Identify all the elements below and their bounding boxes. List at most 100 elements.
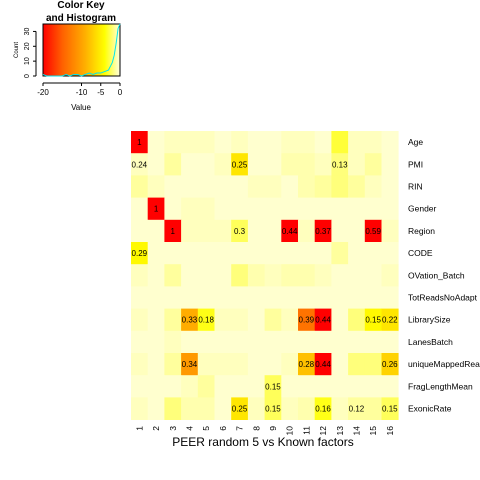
heatmap-cell bbox=[364, 397, 382, 420]
heatmap-cell-label: 0.37 bbox=[315, 227, 331, 236]
heatmap-cell bbox=[331, 197, 349, 221]
heatmap-cell bbox=[314, 286, 332, 309]
heatmap-cell bbox=[264, 219, 282, 243]
heatmap-cell bbox=[364, 286, 382, 309]
heatmap-cell bbox=[381, 153, 399, 176]
heatmap-cell bbox=[214, 308, 232, 332]
heatmap-cell bbox=[147, 330, 165, 354]
heatmap-cell-label: 0.25 bbox=[232, 405, 248, 414]
heatmap-cell bbox=[147, 286, 165, 309]
heatmap-cell bbox=[197, 286, 215, 309]
color-key-title-line-1: Color Key bbox=[57, 0, 105, 11]
heatmap-cell bbox=[364, 131, 382, 154]
heatmap-cell bbox=[364, 197, 382, 221]
color-key-y-axis: 0 10 20 30 bbox=[24, 27, 37, 78]
heatmap-cell bbox=[381, 175, 399, 198]
heatmap-cell bbox=[314, 219, 332, 243]
color-key-x-tick-label: 0 bbox=[118, 88, 123, 97]
heatmap-cell bbox=[247, 219, 265, 243]
heatmap-cell bbox=[331, 397, 349, 420]
heatmap-cell bbox=[264, 375, 282, 398]
heatmap-cell bbox=[314, 175, 332, 198]
heatmap-column-label: 7 bbox=[235, 426, 245, 431]
heatmap-cell bbox=[348, 131, 366, 154]
heatmap-cell-label: 0.59 bbox=[365, 227, 381, 236]
heatmap-cell bbox=[214, 153, 232, 176]
heatmap-cell bbox=[348, 397, 366, 420]
heatmap-cell bbox=[381, 286, 399, 309]
heatmap-cell-label: 0.3 bbox=[234, 227, 246, 236]
heatmap-cell bbox=[231, 242, 249, 265]
heatmap-cell bbox=[264, 286, 282, 309]
heatmap-row-label: uniqueMappedReads bbox=[408, 359, 480, 369]
heatmap-row-label: Region bbox=[408, 226, 435, 236]
heatmap-cell bbox=[264, 353, 282, 376]
heatmap-row-labels: Age PMI RIN Gender Region CODE OVation_Batch To… bbox=[408, 137, 480, 413]
chart-title: PEER random 5 vs Known factors bbox=[172, 435, 353, 449]
heatmap-column-label: 4 bbox=[184, 426, 194, 431]
heatmap-cell bbox=[181, 286, 199, 309]
heatmap-cell bbox=[181, 131, 199, 154]
heatmap-cell bbox=[264, 397, 282, 420]
heatmap-row-label: LibrarySize bbox=[408, 315, 451, 325]
heatmap-cell bbox=[131, 286, 149, 309]
heatmap-cell bbox=[181, 375, 199, 398]
heatmap-cell bbox=[281, 286, 299, 309]
heatmap-cell bbox=[381, 242, 399, 265]
heatmap-cell-label: 0.13 bbox=[332, 160, 348, 169]
heatmap-cell bbox=[381, 353, 399, 376]
heatmap-cell bbox=[348, 330, 366, 354]
color-key-x-label: Value bbox=[71, 103, 91, 112]
heatmap-column-label: 5 bbox=[201, 426, 211, 431]
heatmap-cell bbox=[381, 219, 399, 243]
heatmap-cell bbox=[131, 242, 149, 265]
heatmap-cell bbox=[197, 242, 215, 265]
heatmap-cell bbox=[147, 197, 165, 221]
heatmap-cell bbox=[331, 308, 349, 332]
heatmap-cell bbox=[298, 197, 316, 221]
heatmap-cell bbox=[364, 242, 382, 265]
heatmap-cell bbox=[331, 264, 349, 287]
color-key-y-label: Count bbox=[14, 42, 20, 58]
color-key-y-tick-label: 30 bbox=[24, 27, 31, 35]
heatmap-cell bbox=[131, 264, 149, 287]
heatmap-row-label: CODE bbox=[408, 248, 433, 258]
heatmap-cell bbox=[214, 375, 232, 398]
heatmap-cell bbox=[247, 397, 265, 420]
heatmap-cell bbox=[298, 330, 316, 354]
color-key-y-tick-label: 20 bbox=[24, 42, 31, 50]
heatmap-cell-label: 0.24 bbox=[132, 160, 148, 169]
heatmap-cell bbox=[247, 153, 265, 176]
heatmap-row-label: LanesBatch bbox=[408, 337, 453, 347]
heatmap-cell bbox=[231, 308, 249, 332]
heatmap-cell bbox=[381, 330, 399, 354]
heatmap-cell bbox=[298, 131, 316, 154]
heatmap-cell bbox=[181, 353, 199, 376]
heatmap-cell bbox=[214, 264, 232, 287]
heatmap-cell bbox=[164, 175, 182, 198]
heatmap-cell bbox=[281, 219, 299, 243]
heatmap-cell bbox=[131, 197, 149, 221]
heatmap-column-label: 13 bbox=[335, 426, 345, 436]
heatmap-cell bbox=[348, 153, 366, 176]
heatmap-cell bbox=[164, 219, 182, 243]
heatmap-cell bbox=[197, 219, 215, 243]
color-key-x-axis: -20 -10 -5 0 bbox=[37, 82, 123, 97]
heatmap-cell bbox=[214, 175, 232, 198]
heatmap-cell bbox=[314, 330, 332, 354]
heatmap-cell bbox=[264, 197, 282, 221]
heatmap-cell bbox=[214, 286, 232, 309]
heatmap-column-label: 14 bbox=[351, 426, 361, 436]
heatmap-cells bbox=[131, 131, 399, 420]
heatmap-cell-label: 0.39 bbox=[299, 316, 315, 325]
heatmap-cell bbox=[381, 264, 399, 287]
heatmap-cell bbox=[298, 353, 316, 376]
heatmap-cell bbox=[281, 330, 299, 354]
heatmap-cell bbox=[298, 219, 316, 243]
heatmap-cell bbox=[247, 175, 265, 198]
heatmap-cell bbox=[197, 197, 215, 221]
heatmap-cell bbox=[381, 308, 399, 332]
heatmap-cell bbox=[181, 264, 199, 287]
color-key-y-tick-label: 10 bbox=[24, 57, 31, 65]
